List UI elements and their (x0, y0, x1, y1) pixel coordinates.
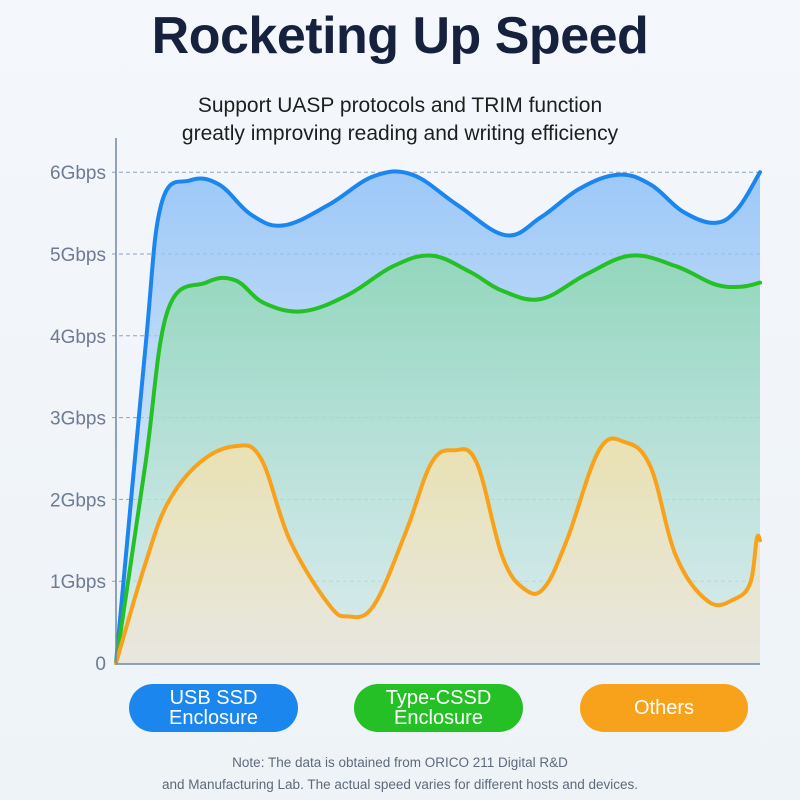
legend-usb-ssd-enclosure: USB SSD Enclosure (129, 684, 298, 732)
legend-usb-line-1: USB SSD (169, 687, 258, 709)
y-tick-label-1: 1Gbps (50, 572, 106, 593)
subtitle-line-2: greatly improving reading and writing ef… (181, 122, 619, 145)
legend-others: Others (580, 684, 748, 732)
area-layer (116, 171, 760, 663)
tick-label-layer: 0 1Gbps 2Gbps 3Gbps 4Gbps 5Gbps 6Gbps (50, 163, 106, 675)
area-others (116, 438, 760, 663)
axis-layer (115, 138, 760, 665)
legend-usb-line-2: Enclosure (169, 707, 258, 729)
legend-typec-line-2: Enclosure (394, 707, 483, 729)
series-line-others (114, 436, 762, 665)
page-title: Rocketing Up Speed (151, 7, 649, 65)
y-tick-label-0: 0 (95, 654, 106, 675)
y-tick-label-4: 4Gbps (50, 327, 106, 348)
footnote-line-2: and Manufacturing Lab. The actual speed … (161, 777, 639, 792)
line-layer (114, 169, 762, 665)
series-line-usb (114, 169, 762, 665)
legend-others-label: Others (633, 697, 695, 719)
subtitle-line-1: Support UASP protocols and TRIM function (197, 94, 603, 117)
y-tick-label-5: 5Gbps (50, 245, 106, 266)
legend-type-c-ssd-enclosure: Type-CSSD Enclosure (354, 684, 523, 732)
y-tick-label-3: 3Gbps (50, 409, 106, 430)
subtitle: Support UASP protocols and TRIM function… (0, 92, 800, 148)
series-line-typec (114, 253, 762, 665)
y-tick-label-2: 2Gbps (50, 490, 106, 511)
legend-typec-line-1: Type-CSSD (385, 687, 492, 709)
y-tick-label-6: 6Gbps (50, 163, 106, 184)
footnote-line-1: Note: The data is obtained from ORICO 21… (232, 755, 568, 770)
